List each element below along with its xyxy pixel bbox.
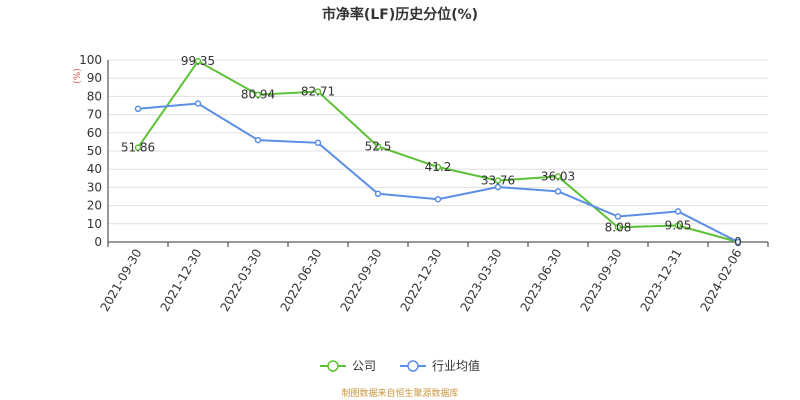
data-label: 80.94 <box>241 88 275 102</box>
x-tick-label: 2024-02-06 <box>698 247 745 314</box>
legend-item-industry-average[interactable]: 行业均值 <box>400 357 480 374</box>
data-point <box>494 183 502 191</box>
legend-label-company: 公司 <box>351 359 376 373</box>
y-tick-label: 90 <box>87 71 102 85</box>
data-point <box>734 238 742 246</box>
y-tick-label: 80 <box>87 89 102 103</box>
x-tick-label: 2022-03-30 <box>218 247 265 314</box>
data-point <box>374 143 382 150</box>
data-point <box>314 139 322 147</box>
y-tick-label: 10 <box>87 217 102 231</box>
y-tick-label: 60 <box>87 126 102 140</box>
data-label: 99.35 <box>181 54 215 68</box>
data-point <box>614 224 622 231</box>
data-point <box>374 190 382 198</box>
data-label: 51.86 <box>121 141 155 155</box>
legend-item-company[interactable]: 公司 <box>319 357 376 374</box>
x-tick-label: 2022-06-30 <box>278 247 325 314</box>
y-tick-label: 40 <box>87 162 102 176</box>
data-point <box>134 105 142 113</box>
chart-title: 市净率(LF)历史分位(%) <box>321 7 479 23</box>
x-tick-label: 2021-12-30 <box>158 247 205 314</box>
legend-symbol-company <box>319 359 346 372</box>
y-tick-label: 100 <box>79 53 102 67</box>
x-tick-label: 2021-09-30 <box>98 247 145 314</box>
data-source-note: 制图数据来自恒生聚源数据库 <box>341 389 459 399</box>
data-label: 33.76 <box>481 174 515 188</box>
data-point <box>194 100 202 107</box>
x-tick-label: 2023-06-30 <box>518 247 565 314</box>
data-point <box>554 173 562 180</box>
x-tick-label: 2023-12-31 <box>638 247 685 314</box>
legend-label-industry-average: 行业均值 <box>432 359 481 373</box>
data-label: 36.03 <box>541 169 575 183</box>
data-point <box>434 163 442 171</box>
data-point <box>194 57 202 65</box>
data-label: 41.2 <box>425 160 452 174</box>
y-tick-label: 30 <box>87 180 102 194</box>
data-point <box>554 188 562 195</box>
legend: 公司 行业均值 <box>0 357 800 374</box>
x-tick-label: 2022-12-30 <box>398 247 445 314</box>
y-tick-label: 20 <box>87 199 102 213</box>
x-tick-label: 2023-03-30 <box>458 247 505 314</box>
data-point <box>314 88 322 95</box>
y-tick-label: 70 <box>87 108 102 122</box>
data-label: 52.5 <box>365 139 392 153</box>
data-label: 8.08 <box>605 220 632 234</box>
legend-symbol-industry-average <box>400 359 426 372</box>
data-label: 82.71 <box>301 84 335 98</box>
x-tick-label: 2022-09-30 <box>338 247 385 314</box>
data-point <box>614 213 622 220</box>
x-tick-label: 2023-09-30 <box>578 247 625 314</box>
data-point <box>254 136 262 144</box>
y-axis-unit-label: (%) <box>73 68 83 84</box>
data-label: 0 <box>734 235 742 249</box>
data-point <box>494 177 502 184</box>
data-point <box>254 91 262 98</box>
data-point <box>434 195 442 203</box>
y-tick-label: 0 <box>94 235 102 249</box>
data-point <box>674 208 682 215</box>
data-label: 9.05 <box>665 219 692 233</box>
y-tick-label: 50 <box>87 144 102 158</box>
data-point <box>134 144 142 151</box>
data-point <box>674 222 682 229</box>
